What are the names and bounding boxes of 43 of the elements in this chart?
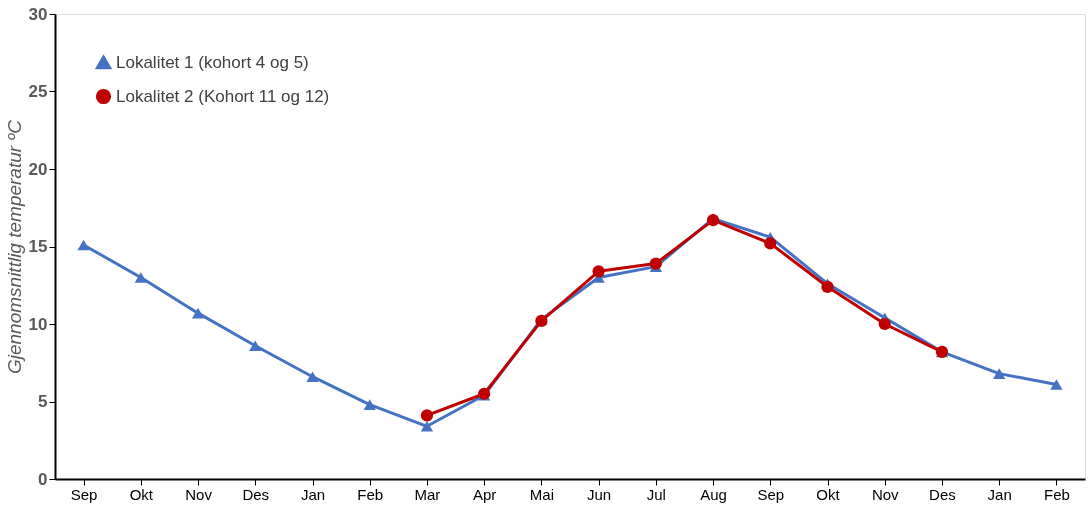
x-tick-label: Feb xyxy=(1043,485,1070,503)
y-tick-label: 30 xyxy=(28,4,48,24)
x-tick-label: Feb xyxy=(357,485,384,503)
y-axis-title: Gjennomsnittlig temperatur ºC xyxy=(3,119,25,375)
x-tick-label: Jul xyxy=(646,485,666,503)
point xyxy=(993,368,1006,379)
point xyxy=(306,371,319,382)
y-tick-label: 10 xyxy=(28,314,48,334)
x-tick-label: Apr xyxy=(472,485,497,503)
x-tick-label: Mai xyxy=(529,485,554,503)
y-tick-label: 5 xyxy=(38,392,48,411)
point xyxy=(249,340,262,351)
x-tick-label: Okt xyxy=(816,485,841,503)
x-tick-label: Aug xyxy=(700,485,727,503)
x-tick-label: Jan xyxy=(300,485,326,503)
y-tick-label: 15 xyxy=(28,237,48,256)
x-tick-label: Nov xyxy=(185,485,213,503)
x-tick-label: Sep xyxy=(70,485,98,503)
point xyxy=(420,421,434,432)
point xyxy=(363,399,376,410)
point xyxy=(420,409,434,422)
point xyxy=(191,307,205,319)
point xyxy=(134,272,147,283)
x-tick-label: Des xyxy=(929,485,956,503)
x-tick-label: Okt xyxy=(129,485,154,503)
y-tick-label: 25 xyxy=(28,82,48,101)
legend-label: Lokalitet 1 (kohort 4 og 5) xyxy=(116,52,309,72)
x-tick-label: Sep xyxy=(757,485,785,503)
x-tick-label: Jan xyxy=(987,485,1012,503)
point xyxy=(821,280,834,293)
x-tick-label: Des xyxy=(242,485,270,503)
x-tick-label: Jun xyxy=(587,485,612,503)
point xyxy=(77,239,90,251)
point xyxy=(764,237,777,250)
point xyxy=(1050,379,1063,390)
point xyxy=(649,257,662,270)
x-tick-label: Mar xyxy=(414,485,441,503)
y-tick-label: 0 xyxy=(38,469,48,489)
y-tick-label: 20 xyxy=(28,159,48,179)
point xyxy=(592,265,605,278)
legend-label: Lokalitet 2 (Kohort 11 og 12) xyxy=(116,86,330,106)
point xyxy=(878,317,891,331)
x-tick-label: Nov xyxy=(871,485,900,503)
